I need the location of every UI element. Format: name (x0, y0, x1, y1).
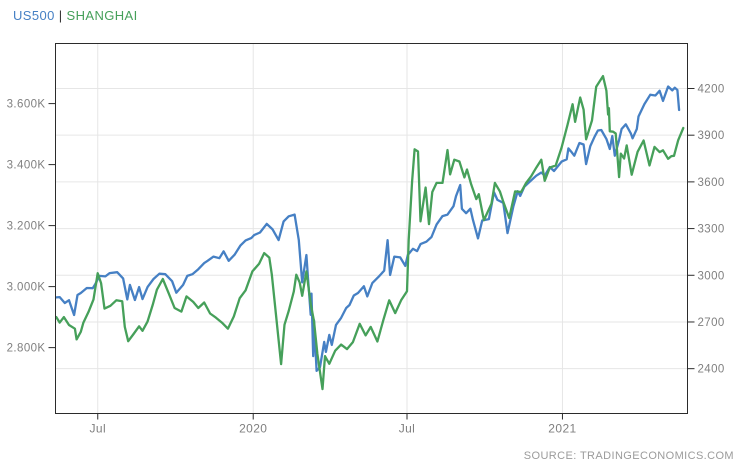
svg-text:3.600K: 3.600K (7, 99, 46, 111)
axis-labels: 3.600K 3.400K 3.200K 3.000K 2.800K 4200 3900 36… (7, 83, 725, 435)
svg-text:4200: 4200 (698, 83, 725, 95)
svg-text:Jul: Jul (89, 422, 106, 436)
legend-separator: | (58, 8, 63, 23)
price-lines (55, 74, 685, 391)
svg-text:Jul: Jul (399, 422, 416, 436)
svg-text:3300: 3300 (698, 224, 725, 236)
svg-text:2021: 2021 (548, 422, 576, 436)
svg-text:2400: 2400 (698, 364, 725, 376)
axis-ticks (48, 87, 695, 420)
series-line-us500 (55, 85, 681, 372)
svg-text:3900: 3900 (698, 130, 725, 142)
legend-item-us500[interactable]: US500 (13, 8, 55, 23)
svg-text:3600: 3600 (698, 177, 725, 189)
legend-item-shanghai[interactable]: SHANGHAI (66, 8, 138, 23)
svg-text:3.000K: 3.000K (7, 282, 46, 294)
svg-text:2020: 2020 (239, 422, 267, 436)
svg-text:3.200K: 3.200K (7, 221, 46, 233)
svg-text:3.400K: 3.400K (7, 160, 46, 172)
source-attribution: SOURCE: TRADINGECONOMICS.COM (523, 450, 734, 462)
gridlines (55, 43, 688, 414)
series-line-shanghai (55, 74, 685, 391)
svg-text:2700: 2700 (698, 317, 725, 329)
svg-text:3000: 3000 (698, 270, 725, 282)
svg-text:2.800K: 2.800K (7, 343, 46, 355)
chart-legend: US500 | SHANGHAI (13, 8, 138, 23)
